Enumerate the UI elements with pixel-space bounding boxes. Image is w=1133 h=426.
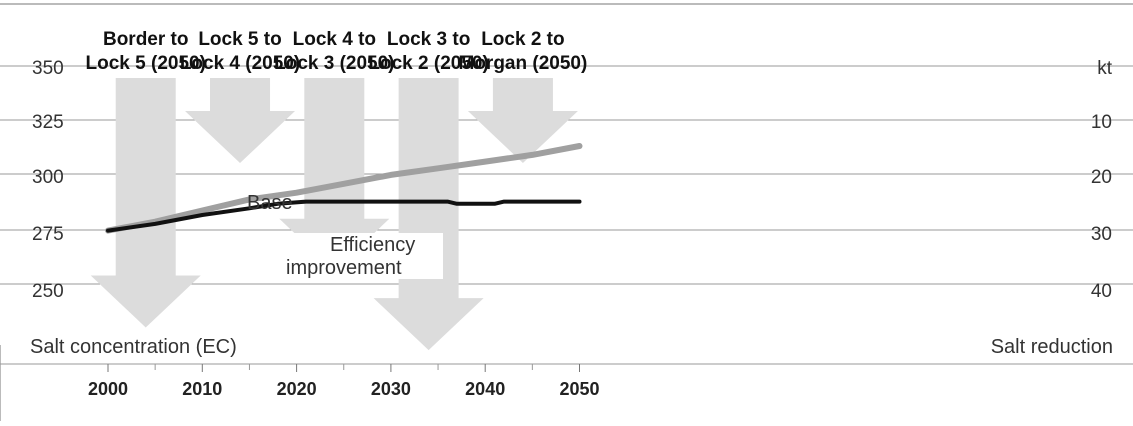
series-line-base	[105, 143, 583, 234]
arrow-label-line2: Lock 3 (2050)	[274, 53, 394, 74]
y-right-tick: 30	[1091, 224, 1112, 245]
x-tick-label: 2010	[182, 379, 222, 399]
arrow-label-line2: Lock 2 (2050)	[368, 53, 488, 74]
arrow-label-line1: Lock 2 to	[481, 29, 564, 50]
arrow-label-line2: Lock 5 (2050)	[86, 53, 206, 74]
y-right-tick: 40	[1091, 281, 1112, 302]
arrow-label-line2: Lock 4 (2050)	[180, 53, 300, 74]
arrow-label-line2: Morgan (2050)	[459, 53, 588, 74]
reduction-arrow-5	[467, 78, 578, 164]
series-label-efficiency-line1: Efficiency	[330, 234, 415, 256]
y-right-axis-title: Salt reduction	[991, 336, 1113, 358]
series-line-efficiency	[106, 199, 582, 233]
arrow-label-line1: Border to	[103, 29, 189, 50]
y-left-tick: 325	[32, 112, 64, 133]
chart-text: Border to Lock 5 (2050) Lock 5 to Lock 4 (2…	[30, 29, 1113, 399]
y-left-tick: 350	[32, 58, 64, 79]
x-tick-label: 2050	[559, 379, 599, 399]
y-left-tick: 250	[32, 281, 64, 302]
y-right-tick: 10	[1091, 112, 1112, 133]
y-left-tick: 300	[32, 167, 64, 188]
x-tick-label: 2040	[465, 379, 505, 399]
y-right-tick: 20	[1091, 167, 1112, 188]
series-label-efficiency-line2: improvement	[286, 257, 402, 279]
arrow-label-line1: Lock 5 to	[198, 29, 281, 50]
reduction-arrow-3	[279, 78, 390, 271]
y-right-unit: kt	[1097, 58, 1113, 79]
series-lines	[105, 143, 583, 279]
reduction-arrows	[90, 78, 578, 351]
reduction-arrow-1	[90, 78, 201, 328]
y-left-tick: 275	[32, 224, 64, 245]
y-left-axis-title: Salt concentration (EC)	[30, 336, 237, 358]
arrow-label-line1: Lock 4 to	[293, 29, 376, 50]
x-tick-label: 2000	[88, 379, 128, 399]
reduction-arrow-4	[373, 78, 484, 351]
x-tick-label: 2030	[371, 379, 411, 399]
arrow-label-line1: Lock 3 to	[387, 29, 470, 50]
series-label-base: Base	[247, 192, 293, 214]
x-tick-label: 2020	[277, 379, 317, 399]
reduction-arrow-2	[185, 78, 296, 164]
label-halo-efficiency	[283, 233, 443, 279]
